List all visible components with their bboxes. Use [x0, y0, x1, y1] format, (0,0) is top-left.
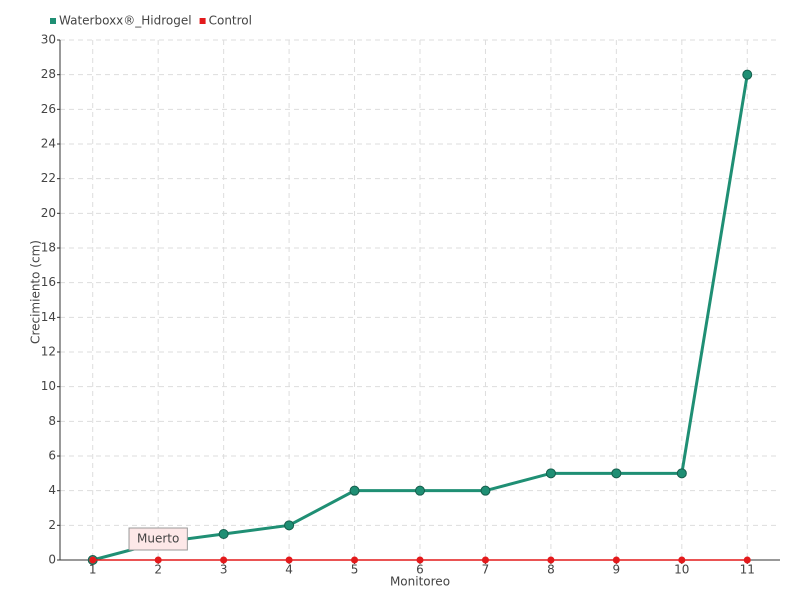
x-tick-label: 5 — [351, 563, 359, 577]
data-point — [480, 485, 491, 496]
y-tick-label: 22 — [41, 171, 56, 185]
x-tick-label: 9 — [613, 563, 621, 577]
legend-label: Waterboxx®_Hidrogel — [59, 14, 192, 28]
data-point — [218, 529, 229, 539]
y-axis-label: Crecimiento (cm) — [29, 240, 43, 344]
data-point — [612, 556, 620, 564]
data-point — [481, 556, 489, 564]
legend-swatch — [199, 18, 206, 24]
y-tick-label: 0 — [48, 553, 56, 567]
x-tick-label: 1 — [89, 563, 97, 577]
x-tick-label: 6 — [416, 563, 424, 577]
data-point — [743, 556, 751, 564]
y-tick-label: 4 — [48, 483, 56, 497]
data-point — [220, 556, 228, 564]
x-tick-label: 7 — [482, 563, 490, 577]
x-axis-label: Monitoreo — [390, 575, 450, 589]
y-tick-label: 14 — [41, 310, 56, 324]
y-tick-label: 2 — [48, 518, 56, 532]
y-tick-label: 18 — [41, 241, 56, 255]
data-point — [416, 556, 424, 564]
data-point — [415, 485, 425, 496]
x-tick-label: 4 — [285, 563, 293, 577]
y-tick-label: 6 — [48, 449, 56, 463]
x-tick-label: 3 — [220, 563, 228, 577]
x-tick-label: 10 — [674, 563, 689, 577]
legend-swatch — [50, 18, 56, 24]
data-point — [284, 520, 295, 531]
data-point — [89, 556, 97, 564]
data-point — [349, 485, 360, 496]
data-point — [676, 468, 687, 479]
data-point — [545, 468, 556, 479]
data-point — [547, 556, 555, 564]
y-tick-label: 26 — [41, 102, 56, 116]
x-tick-label: 8 — [547, 563, 555, 577]
y-tick-label: 28 — [41, 67, 56, 81]
y-tick-label: 24 — [41, 137, 56, 151]
y-tick-label: 8 — [48, 414, 56, 428]
annotation-text: Muerto — [137, 532, 179, 546]
data-point — [285, 556, 293, 564]
x-tick-label: 2 — [154, 563, 162, 577]
data-point — [678, 556, 686, 564]
y-tick-label: 12 — [41, 345, 56, 359]
data-point — [611, 468, 622, 479]
y-tick-label: 30 — [41, 33, 56, 47]
legend-label: Control — [209, 14, 252, 28]
x-tick-label: 11 — [740, 563, 755, 577]
data-point — [351, 556, 359, 564]
annotation-box — [128, 527, 188, 551]
data-point — [154, 556, 162, 564]
y-tick-label: 16 — [41, 275, 56, 289]
y-tick-label: 10 — [41, 379, 56, 393]
data-point — [742, 69, 753, 80]
annotation: Muerto — [128, 527, 188, 551]
y-tick-label: 20 — [41, 206, 56, 220]
